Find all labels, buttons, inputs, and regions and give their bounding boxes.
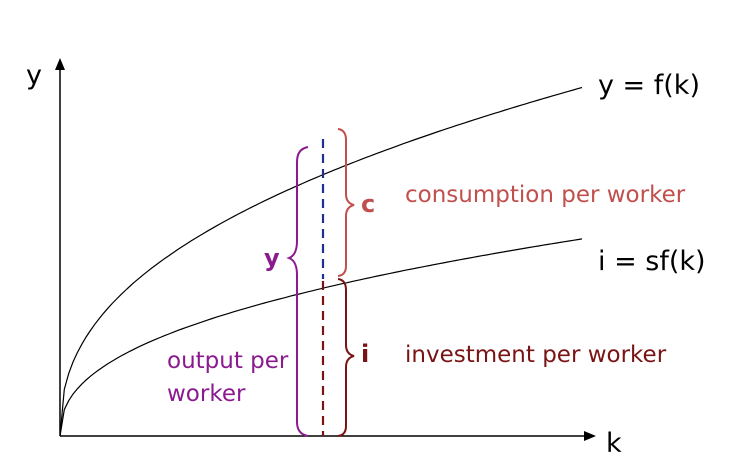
output-curve-label: y = f(k) (598, 70, 700, 101)
investment-curve (59, 238, 583, 437)
x-axis-label: k (606, 428, 622, 459)
consumption-brace (337, 128, 355, 277)
output-text-line1: output per (167, 348, 289, 374)
investment-letter: i (361, 340, 369, 368)
investment-text: investment per worker (405, 342, 667, 368)
investment-brace (337, 278, 355, 437)
output-brace (286, 146, 309, 437)
output-letter: y (264, 244, 280, 272)
output-curve (59, 86, 583, 437)
investment-curve-label: i = sf(k) (598, 246, 706, 277)
output-text-line2: worker (167, 381, 246, 407)
y-axis-label: y (26, 60, 42, 91)
y-axis-arrowhead (55, 58, 65, 70)
consumption-letter: c (361, 190, 375, 218)
x-axis-arrowhead (584, 431, 596, 441)
consumption-text: consumption per worker (405, 182, 686, 208)
